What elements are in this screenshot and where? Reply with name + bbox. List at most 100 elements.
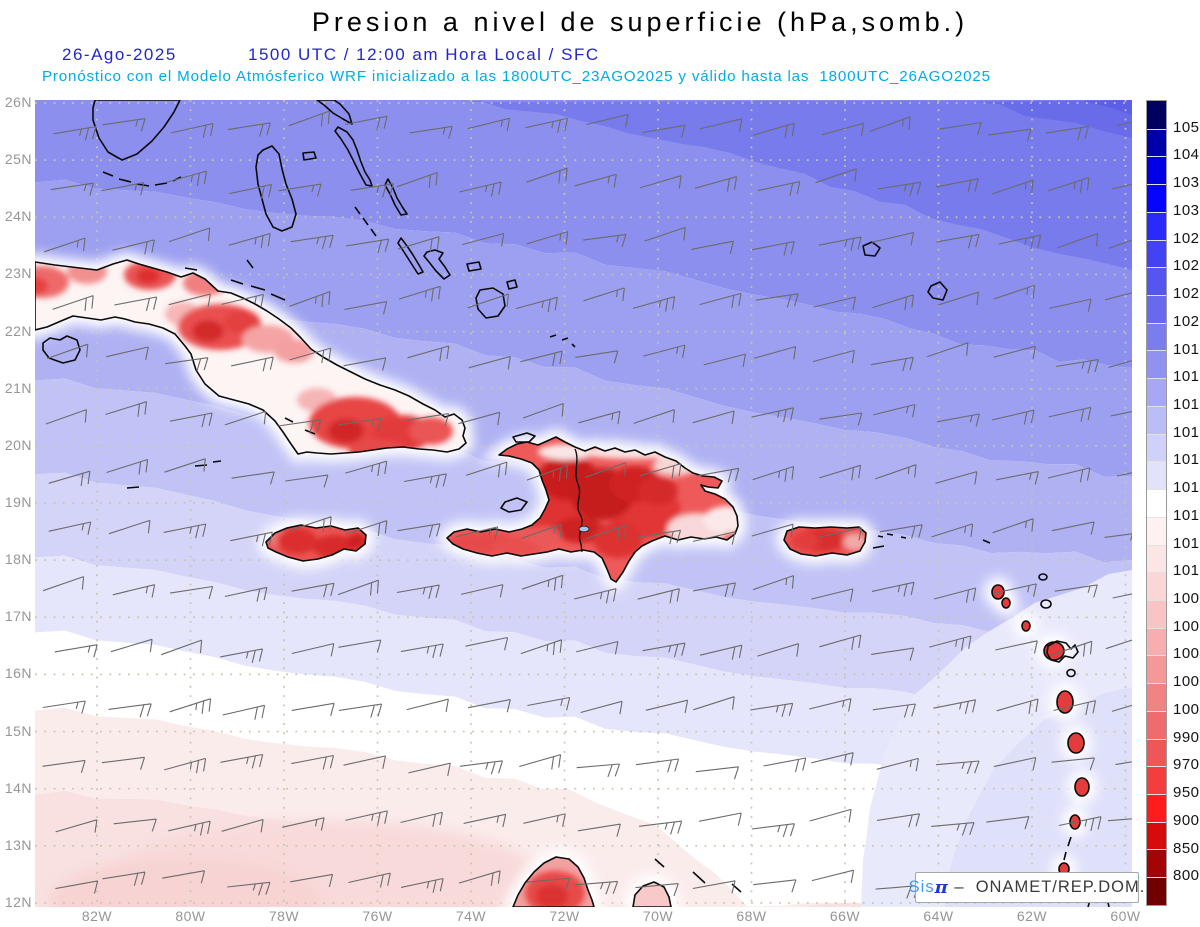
- wind-barb: [161, 639, 203, 656]
- wind-barb: [337, 579, 380, 596]
- wind-barb: [576, 763, 621, 778]
- colorbar-level-label: 990: [1173, 728, 1200, 746]
- pressure-band: [35, 179, 1132, 477]
- wind-barb: [818, 236, 862, 252]
- wind-barb: [1047, 467, 1091, 483]
- small-island-speck: [900, 536, 907, 539]
- wind-barb: [406, 413, 450, 427]
- wind-barb: [757, 643, 800, 657]
- wind-barb: [871, 581, 915, 597]
- wind-barb: [527, 696, 571, 711]
- wind-barb: [397, 523, 441, 538]
- small-island-speck: [370, 228, 377, 237]
- wind-barb: [163, 523, 207, 539]
- wind-barb: [114, 296, 158, 312]
- wind-barb: [875, 464, 917, 480]
- wind-barb: [692, 410, 735, 424]
- wind-barb: [290, 234, 334, 250]
- terrain-blob: [224, 310, 260, 334]
- antilles-coastline: [1038, 573, 1048, 581]
- wind-barb: [105, 401, 148, 417]
- wind-barb: [344, 301, 388, 315]
- wind-barb: [935, 178, 979, 193]
- wind-barb: [927, 342, 969, 358]
- wind-barb: [935, 471, 978, 485]
- small-island-speck: [212, 460, 222, 463]
- lon-tick: 68W: [736, 908, 767, 924]
- wind-barb: [230, 531, 273, 547]
- antilles-coastline: [1040, 599, 1052, 609]
- wind-barb: [580, 700, 623, 715]
- wind-barb: [583, 287, 625, 302]
- wind-barb: [1045, 125, 1089, 141]
- antilles-island-red: [1057, 691, 1073, 713]
- wind-barb: [399, 285, 441, 302]
- lat-tick: 21N: [4, 379, 32, 396]
- wind-barb: [575, 640, 619, 655]
- pressure-band: [35, 555, 1132, 802]
- wind-barb: [1050, 640, 1093, 657]
- antilles-coastline: [1069, 814, 1081, 830]
- wind-barb: [112, 239, 155, 255]
- small-island-speck: [126, 486, 140, 489]
- wind-barb: [752, 122, 795, 139]
- pressure-map: [27, 99, 1160, 927]
- pressure-colorbar: [1146, 100, 1167, 906]
- wind-barb: [288, 110, 330, 127]
- colorbar-segment: [1147, 267, 1166, 296]
- guajira-terrain-shading: [525, 871, 585, 907]
- wind-barb: [53, 126, 97, 141]
- wind-barb: [574, 880, 619, 895]
- wind-barb: [164, 458, 206, 473]
- wind-barb: [520, 639, 563, 656]
- terrain-blob: [347, 533, 366, 549]
- wind-barb: [643, 344, 686, 358]
- colorbar-level-label: 950: [1173, 784, 1200, 802]
- wind-barb: [48, 470, 91, 487]
- wind-barb: [811, 752, 854, 766]
- colorbar-segment: [1147, 655, 1166, 684]
- antilles-coastline: [1021, 620, 1031, 632]
- colorbar-segment: [1147, 516, 1166, 545]
- wind-barb: [113, 818, 157, 832]
- small-island-speck: [154, 182, 168, 186]
- abaco-coastline: [316, 99, 353, 125]
- terrain-blob: [525, 526, 561, 546]
- wind-barb: [48, 521, 92, 535]
- lon-tick: 72W: [549, 908, 580, 924]
- colorbar-segment: [1147, 599, 1166, 628]
- wind-barb: [108, 519, 151, 535]
- wind-barb: [339, 703, 383, 718]
- small-island-speck: [571, 343, 576, 348]
- guajira-coastline: [512, 856, 595, 908]
- andros-coastline: [255, 145, 297, 232]
- wind-barb: [873, 403, 916, 418]
- lat-tick: 12N: [4, 893, 32, 910]
- wind-barb: [344, 115, 388, 131]
- small-island-speck: [692, 871, 706, 884]
- wind-barb: [458, 870, 501, 886]
- wind-barb: [526, 231, 569, 245]
- wind-barb: [526, 167, 568, 184]
- colorbar-level-label: 1014: [1173, 479, 1200, 497]
- colorbar-level-label: 1025: [1173, 257, 1200, 275]
- lat-tick: 13N: [4, 836, 32, 853]
- coastlines: [34, 99, 1110, 908]
- date-label: 26-Ago-2025: [62, 45, 177, 64]
- wind-barb: [400, 811, 443, 827]
- terrain-blob: [703, 506, 738, 534]
- wind-barb: [811, 588, 854, 602]
- wind-barb: [993, 756, 1037, 771]
- wind-barb: [1047, 176, 1090, 193]
- terrain-blob: [274, 339, 314, 363]
- wind-barb: [639, 463, 682, 479]
- wind-barb: [169, 698, 212, 714]
- small-island-speck: [354, 206, 361, 215]
- small-island-speck: [877, 535, 884, 538]
- wind-barb: [988, 128, 1032, 142]
- colorbar-level-label: 850: [1173, 839, 1200, 857]
- wind-barb: [168, 820, 211, 836]
- colorbar-level-label: 1013: [1173, 506, 1200, 524]
- gonave-coastline: [500, 497, 528, 513]
